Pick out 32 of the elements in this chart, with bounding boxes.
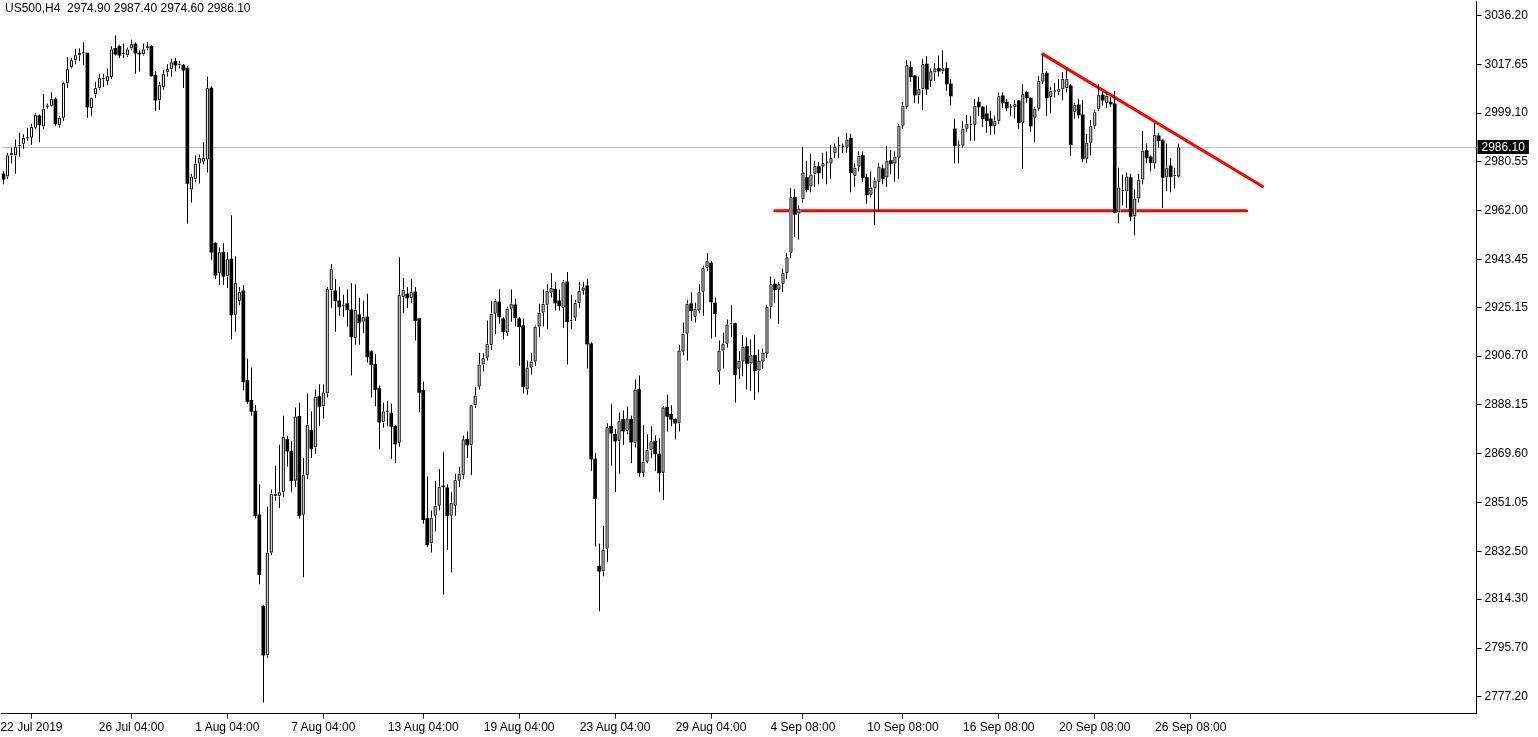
y-tick-label: 3017.65: [1484, 56, 1529, 71]
y-tick-label: 3036.20: [1484, 7, 1529, 22]
y-tick-label: 2795.70: [1484, 640, 1529, 655]
x-tick-label: 26 Jul 04:00: [98, 720, 165, 735]
y-tick-label: 2832.50: [1484, 543, 1529, 558]
x-tick-label: 1 Aug 04:00: [195, 720, 260, 735]
ref-line-label: 2986.10: [1481, 139, 1526, 154]
y-tick-label: 2777.20: [1484, 689, 1529, 704]
x-tick-label: 7 Aug 04:00: [291, 720, 356, 735]
y-tick-label: 2980.55: [1484, 154, 1529, 169]
x-tick-label: 22 Jul 2019: [0, 720, 63, 735]
x-tick-label: 4 Sep 08:00: [770, 720, 836, 735]
y-tick-label: 2814.30: [1484, 591, 1529, 606]
y-tick-label: 2869.60: [1484, 446, 1529, 461]
candlestick: [597, 543, 601, 612]
y-tick-label: 2925.15: [1484, 299, 1529, 314]
x-tick-label: 29 Aug 04:00: [675, 720, 747, 735]
x-tick-label: 26 Sep 08:00: [1154, 720, 1227, 735]
candlestick: [1052, 83, 1057, 98]
x-tick-label: 20 Sep 08:00: [1059, 720, 1131, 735]
x-tick-label: 19 Aug 04:00: [483, 720, 555, 735]
y-tick-label: 2851.05: [1484, 494, 1529, 509]
y-tick-label: 2888.15: [1484, 397, 1529, 412]
y-tick-label: 2906.70: [1484, 348, 1529, 363]
y-tick-label: 2962.00: [1484, 202, 1529, 217]
x-tick-label: 23 Aug 04:00: [579, 720, 651, 735]
x-tick-label: 16 Sep 08:00: [963, 720, 1035, 735]
x-tick-label: 10 Sep 08:00: [867, 720, 939, 735]
y-tick-label: 2943.45: [1484, 251, 1529, 266]
x-tick-label: 13 Aug 04:00: [387, 720, 459, 735]
chart-title: US500,H4 2974.90 2987.40 2974.60 2986.10: [5, 1, 251, 15]
y-tick-label: 2999.10: [1484, 105, 1529, 120]
